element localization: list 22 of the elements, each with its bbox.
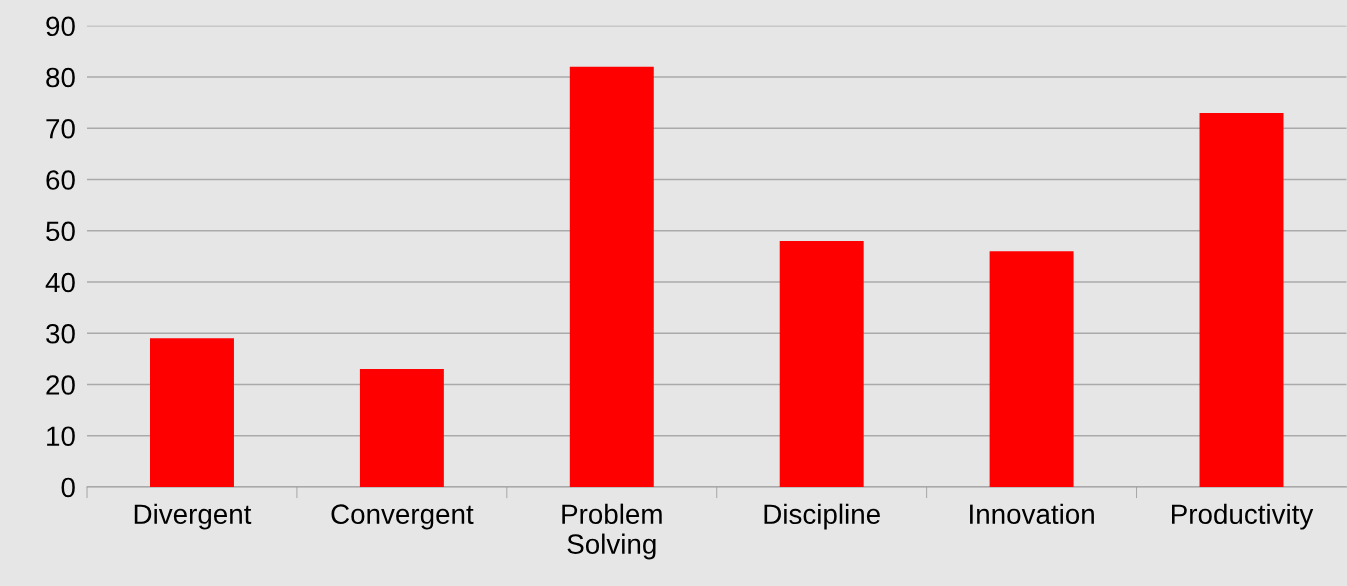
- x-tick-label: Divergent: [134, 503, 252, 530]
- y-tick-label: 30: [46, 323, 75, 344]
- x-tick-label: Problem Solving: [562, 503, 662, 560]
- y-tick-label: 60: [46, 170, 75, 190]
- bar: [359, 369, 444, 487]
- y-tick-label: 10: [47, 426, 75, 447]
- bar: [989, 251, 1074, 487]
- bar: [1199, 112, 1284, 487]
- y-tick-label: 0: [61, 477, 75, 498]
- y-tick-label: 70: [46, 118, 75, 139]
- x-tick-label: Productivity: [1172, 503, 1314, 530]
- y-tick-label: 20: [46, 375, 75, 395]
- bar: [149, 338, 234, 487]
- x-tick-label: Discipline: [764, 503, 880, 530]
- bar: [779, 241, 864, 487]
- y-tick-label: 40: [45, 272, 75, 293]
- x-tick-label: Innovation: [970, 503, 1094, 525]
- x-tick-label: Convergent: [331, 504, 474, 530]
- y-tick-label: 80: [46, 67, 75, 88]
- bar: [569, 66, 654, 487]
- y-tick-label: 50: [46, 221, 75, 242]
- y-tick-label: 90: [46, 16, 75, 37]
